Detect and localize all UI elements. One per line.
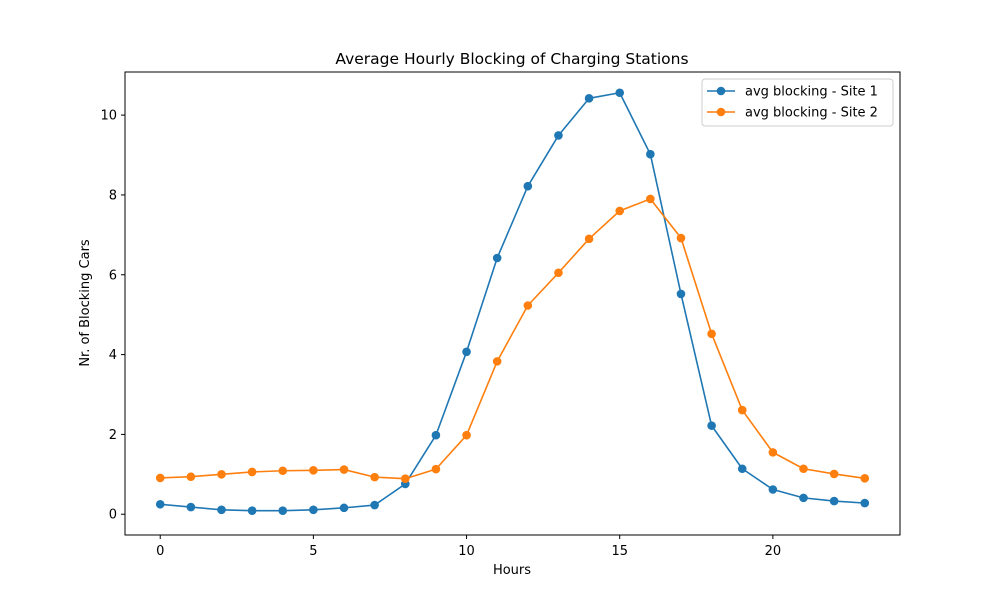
series-1-point (492, 253, 502, 263)
series-1-point (278, 506, 288, 515)
series-1-point (584, 94, 594, 103)
series-2-point (707, 329, 716, 339)
y-tick-label: 6 (109, 268, 117, 283)
series-1-point (339, 503, 349, 513)
plot-frame (124, 71, 901, 536)
series-2-point (492, 357, 502, 366)
series-1-point (615, 88, 625, 98)
series-1-point (737, 464, 747, 474)
legend-box (701, 78, 894, 127)
series-1-point (860, 498, 870, 508)
series-2-point (247, 467, 257, 477)
series-1-point (554, 131, 563, 140)
series-2-point (554, 268, 563, 278)
series-2-point (768, 448, 778, 457)
x-tick-label: 15 (611, 544, 628, 559)
series-2-point (339, 465, 349, 474)
series-2-point (584, 234, 594, 244)
series-2-point (829, 469, 839, 479)
y-tick-label: 2 (109, 428, 117, 443)
series-2-point (186, 472, 196, 482)
series-1-point (523, 181, 533, 191)
series-2-point (217, 470, 226, 479)
series-1-point (370, 500, 379, 510)
series-2-point (462, 430, 471, 440)
series-2-line (159, 198, 866, 480)
chart-title: Average Hourly Blocking of Charging Stat… (335, 50, 688, 68)
y-tick-label: 8 (109, 188, 117, 203)
series-1-point (646, 149, 655, 159)
series-1-point (247, 506, 257, 515)
x-tick-label: 5 (309, 544, 317, 559)
x-axis-ticks: 0 5 10 15 20 (156, 535, 781, 559)
series-1-point (155, 499, 165, 509)
series-2-point (737, 405, 747, 415)
series-2-point (370, 472, 379, 482)
y-axis-ticks: 0 2 4 6 8 10 (100, 109, 125, 523)
series-1-point (186, 502, 196, 512)
plot-area: 0 5 10 15 20 0 2 4 6 8 10 (100, 71, 901, 559)
series-2-point (676, 233, 686, 243)
legend: avg blocking - Site 1 avg blocking - Site… (701, 78, 894, 127)
legend-item: avg blocking - Site 1 (707, 85, 878, 100)
series-2-point (799, 464, 808, 474)
series-2-point (523, 301, 533, 310)
legend-item: avg blocking - Site 2 (707, 106, 878, 121)
series-2-point (309, 466, 318, 475)
x-tick-label: 0 (156, 544, 164, 559)
y-tick-label: 10 (100, 109, 117, 124)
series-1-point (676, 289, 686, 299)
series-1-point (768, 485, 778, 494)
series-2-point (615, 206, 625, 216)
series-2-point (431, 464, 441, 474)
series-2-point (860, 474, 870, 483)
legend-label: avg blocking - Site 1 (745, 85, 878, 100)
legend-marker (716, 107, 726, 117)
series-1-point (217, 505, 226, 515)
x-tick-label: 20 (765, 544, 782, 559)
series-1-point (309, 505, 318, 515)
x-axis-label: Hours (493, 563, 531, 578)
series-1-point (799, 493, 808, 503)
series-1-line (159, 91, 866, 512)
series-2-point (400, 474, 410, 484)
legend-marker (716, 86, 726, 96)
y-tick-label: 0 (109, 508, 117, 523)
series-2 (155, 194, 870, 484)
x-tick-label: 10 (458, 544, 475, 559)
series-1-point (431, 430, 441, 440)
series-1-point (462, 347, 471, 357)
y-axis-label: Nr. of Blocking Cars (78, 239, 93, 367)
legend-label: avg blocking - Site 2 (745, 106, 878, 121)
y-tick-label: 4 (109, 348, 117, 363)
legend-entries: avg blocking - Site 1 avg blocking - Site… (707, 85, 878, 121)
series-1 (155, 88, 870, 515)
series-2-point (155, 473, 165, 483)
series-2-point (646, 194, 655, 204)
series-layer (155, 88, 870, 515)
series-1-point (829, 496, 839, 506)
series-2-point (278, 466, 288, 476)
series-1-point (707, 421, 716, 430)
